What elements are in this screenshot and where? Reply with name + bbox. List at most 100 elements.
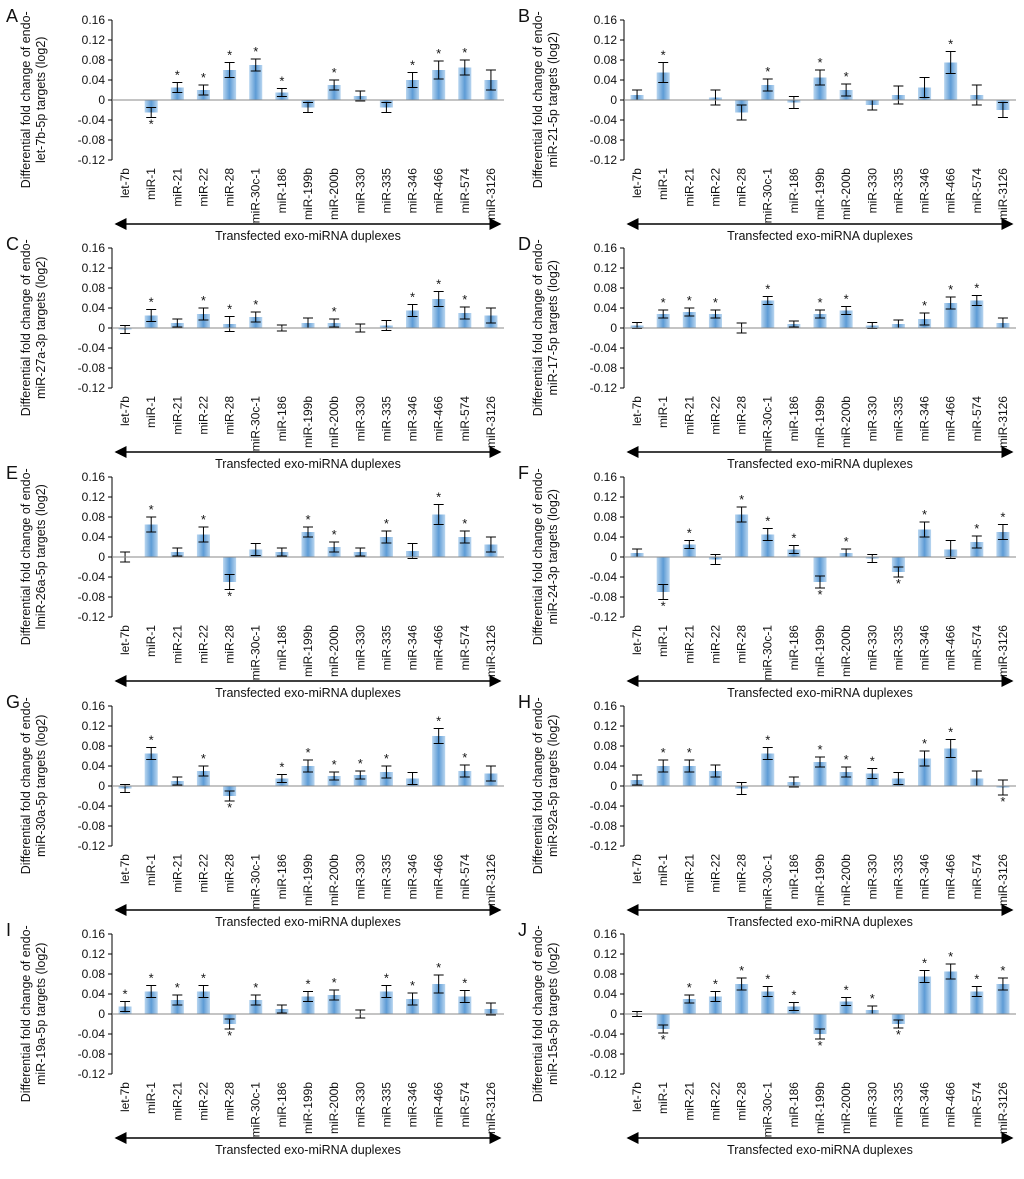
x-axis-label: Transfected exo-miRNA duplexes [727, 229, 913, 243]
y-axis-label-line2: miR-17-5p targets (log2) [546, 260, 560, 395]
chart-panel-e: E Differential fold change of endo-lmiR-2… [6, 463, 504, 700]
bar [379, 772, 393, 786]
x-tick-label: miR-3126 [484, 1082, 498, 1134]
significance-asterisk: * [305, 977, 310, 992]
significance-asterisk: * [384, 971, 389, 986]
y-tick-label: 0.08 [82, 281, 106, 295]
significance-asterisk: * [844, 983, 849, 998]
x-tick-label: miR-335 [891, 396, 905, 442]
x-tick-label: miR-22 [196, 854, 210, 893]
significance-asterisk: * [253, 297, 258, 312]
significance-asterisk: * [305, 512, 310, 527]
significance-asterisk: * [227, 589, 232, 604]
x-tick-label: miR-346 [406, 854, 420, 900]
x-axis-label: Transfected exo-miRNA duplexes [727, 686, 913, 700]
x-tick-label: miR-330 [865, 1082, 879, 1128]
bar [656, 766, 670, 786]
x-tick-label: miR-335 [891, 625, 905, 671]
x-tick-label: miR-199b [813, 625, 827, 677]
y-tick-label: 0.16 [594, 241, 618, 255]
significance-asterisk: * [149, 971, 154, 986]
y-tick-label: 0.12 [594, 947, 618, 961]
bar [432, 984, 446, 1014]
bar [918, 758, 932, 786]
x-tick-label: miR-574 [970, 625, 984, 671]
significance-asterisk: * [1000, 963, 1005, 978]
x-tick-label: miR-3126 [484, 854, 498, 906]
x-tick-label: miR-21 [682, 396, 696, 435]
x-tick-label: miR-335 [379, 854, 393, 900]
significance-asterisk: * [149, 117, 154, 132]
bar [327, 85, 341, 100]
bar [656, 557, 670, 592]
x-tick-label: miR-574 [970, 168, 984, 214]
x-tick-label: miR-186 [787, 625, 801, 671]
x-tick-label: miR-574 [458, 854, 472, 900]
significance-asterisk: * [462, 45, 467, 60]
significance-asterisk: * [123, 987, 128, 1002]
x-tick-label: miR-186 [275, 396, 289, 442]
panel-letter: E [6, 463, 18, 483]
bar [839, 772, 853, 786]
bar [944, 971, 958, 1014]
significance-asterisk: * [410, 290, 415, 305]
x-tick-label: miR-3126 [996, 854, 1010, 906]
bar [708, 771, 722, 786]
bar [223, 557, 237, 582]
bar [891, 557, 905, 572]
bar [144, 753, 158, 786]
panel-letter: J [518, 920, 527, 940]
bar [458, 771, 472, 786]
y-tick-label: 0.08 [594, 53, 618, 67]
x-tick-label: let-7b [630, 168, 644, 198]
y-tick-label: 0.12 [594, 490, 618, 504]
bar [170, 87, 184, 100]
x-tick-label: miR-330 [353, 396, 367, 442]
x-tick-label: let-7b [630, 396, 644, 426]
panel-letter: F [518, 463, 529, 483]
significance-asterisk: * [739, 963, 744, 978]
x-tick-label: miR-3126 [996, 1082, 1010, 1134]
y-axis-label-line1: Differential fold change of endo- [531, 697, 545, 874]
significance-asterisk: * [896, 576, 901, 591]
y-tick-label: -0.04 [78, 1027, 106, 1041]
x-tick-label: miR-199b [301, 625, 315, 677]
significance-asterisk: * [974, 521, 979, 536]
x-tick-label: miR-574 [970, 1082, 984, 1128]
y-tick-label: -0.08 [590, 361, 618, 375]
significance-asterisk: * [436, 46, 441, 61]
x-tick-label: miR-199b [301, 854, 315, 906]
y-tick-label: 0.08 [594, 739, 618, 753]
x-tick-label: miR-30c-1 [249, 396, 263, 452]
significance-asterisk: * [462, 976, 467, 991]
significance-asterisk: * [253, 980, 258, 995]
y-tick-label: 0 [98, 779, 105, 793]
significance-asterisk: * [661, 295, 666, 310]
bar [379, 537, 393, 557]
y-axis-label-line1: Differential fold change of endo- [19, 239, 33, 416]
x-tick-label: miR-200b [839, 854, 853, 906]
significance-asterisk: * [201, 512, 206, 527]
significance-asterisk: * [661, 745, 666, 760]
y-tick-label: 0.16 [82, 470, 106, 484]
significance-asterisk: * [410, 58, 415, 73]
significance-asterisk: * [817, 587, 822, 602]
x-tick-label: miR-28 [223, 396, 237, 435]
chart-panel-a: A Differential fold change of endo-let-7b… [6, 6, 504, 243]
significance-asterisk: * [332, 304, 337, 319]
y-axis-label-line1: Differential fold change of endo- [19, 468, 33, 645]
bar [813, 762, 827, 786]
y-axis-label-line1: Differential fold change of endo- [531, 239, 545, 416]
significance-asterisk: * [332, 975, 337, 990]
significance-asterisk: * [149, 295, 154, 310]
x-tick-label: miR-466 [944, 168, 958, 214]
y-axis-label-line2: miR-21-5p targets (log2) [546, 32, 560, 167]
bar [708, 996, 722, 1014]
significance-asterisk: * [436, 714, 441, 729]
y-tick-label: -0.08 [590, 1047, 618, 1061]
chart-panel-c: C Differential fold change of endo-miR-27… [6, 234, 504, 471]
bar [144, 100, 158, 113]
x-tick-label: miR-28 [223, 625, 237, 664]
y-tick-label: 0.04 [82, 530, 106, 544]
